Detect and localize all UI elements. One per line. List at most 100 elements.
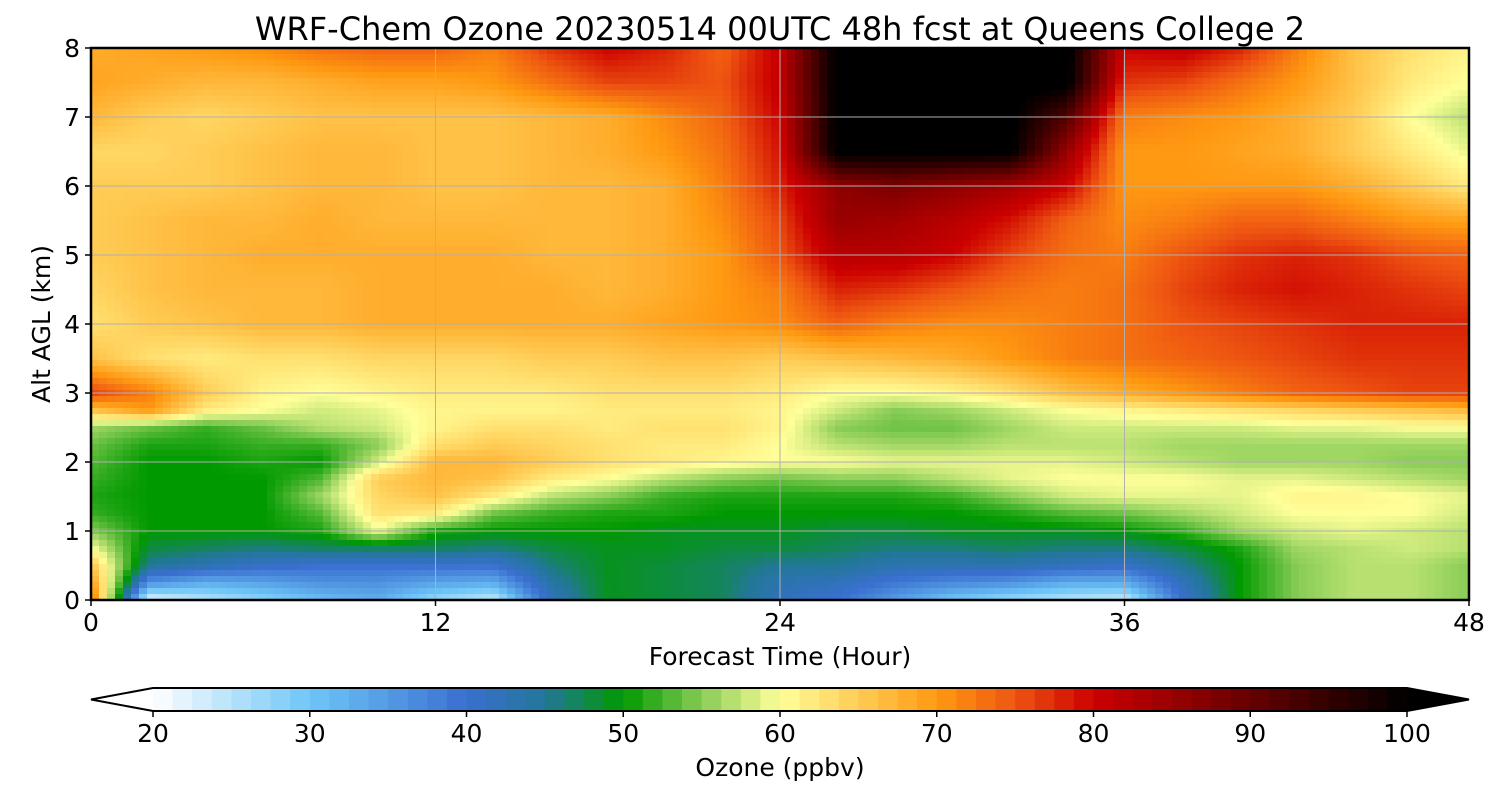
heatmap-cell <box>315 186 324 193</box>
heatmap-cell <box>515 126 524 133</box>
heatmap-cell <box>1291 192 1300 199</box>
heatmap-cell <box>1355 198 1364 205</box>
heatmap-cell <box>659 90 668 97</box>
heatmap-cell <box>251 168 260 175</box>
heatmap-cell <box>499 102 508 109</box>
heatmap-cell <box>787 168 796 175</box>
heatmap-cell <box>1363 54 1372 61</box>
heatmap-cell <box>675 54 684 61</box>
heatmap-cell <box>219 96 228 103</box>
heatmap-cell <box>315 132 324 139</box>
heatmap-cell <box>635 132 644 139</box>
heatmap-cell <box>1011 108 1020 115</box>
heatmap-cell <box>563 120 572 127</box>
heatmap-cell <box>251 48 260 55</box>
heatmap-cell <box>675 138 684 145</box>
heatmap-cell <box>555 174 564 181</box>
heatmap-cell <box>531 144 540 151</box>
heatmap-cell <box>1339 96 1348 103</box>
heatmap-cell <box>1219 150 1228 157</box>
heatmap-cell <box>139 186 148 193</box>
heatmap-cell <box>883 84 892 91</box>
heatmap-cell <box>1363 210 1372 217</box>
heatmap-cell <box>971 84 980 91</box>
heatmap-cell <box>315 156 324 163</box>
heatmap-cell <box>891 156 900 163</box>
heatmap-cell <box>1011 48 1020 55</box>
heatmap-cell <box>1443 144 1452 151</box>
heatmap-cell <box>611 156 620 163</box>
heatmap-cell <box>715 192 724 199</box>
heatmap-cell <box>555 72 564 79</box>
heatmap-cell <box>1243 162 1252 169</box>
heatmap-cell <box>635 162 644 169</box>
heatmap-cell <box>875 198 884 205</box>
heatmap-cell <box>115 120 124 127</box>
heatmap-cell <box>1019 120 1028 127</box>
heatmap-cell <box>523 180 532 187</box>
heatmap-cell <box>1379 150 1388 157</box>
heatmap-cell <box>1419 48 1428 55</box>
heatmap-cell <box>603 72 612 79</box>
heatmap-cell <box>251 96 260 103</box>
heatmap-cell <box>1379 48 1388 55</box>
heatmap-cell <box>339 120 348 127</box>
heatmap-cell <box>771 96 780 103</box>
heatmap-cell <box>827 186 836 193</box>
heatmap-cell <box>539 126 548 133</box>
heatmap-cell <box>787 126 796 133</box>
heatmap-cell <box>395 96 404 103</box>
heatmap-cell <box>515 180 524 187</box>
heatmap-cell <box>1059 48 1068 55</box>
heatmap-cell <box>99 198 108 205</box>
heatmap-cell <box>1003 138 1012 145</box>
heatmap-cell <box>779 54 788 61</box>
heatmap-cell <box>603 60 612 67</box>
heatmap-cell <box>299 84 308 91</box>
heatmap-cell <box>371 84 380 91</box>
heatmap-cell <box>683 132 692 139</box>
heatmap-cell <box>307 186 316 193</box>
heatmap-cell <box>379 168 388 175</box>
heatmap-cell <box>883 174 892 181</box>
heatmap-cell <box>851 150 860 157</box>
heatmap-cell <box>347 66 356 73</box>
heatmap-cell <box>523 210 532 217</box>
heatmap-cell <box>235 102 244 109</box>
heatmap-cell <box>1083 54 1092 61</box>
heatmap-cell <box>1123 72 1132 79</box>
heatmap-cell <box>627 120 636 127</box>
heatmap-cell <box>1291 132 1300 139</box>
heatmap-cell <box>987 72 996 79</box>
heatmap-cell <box>1411 48 1420 55</box>
heatmap-cell <box>1299 66 1308 73</box>
heatmap-cell <box>899 102 908 109</box>
heatmap-cell <box>267 216 276 223</box>
heatmap-cell <box>171 150 180 157</box>
heatmap-cell <box>1027 126 1036 133</box>
heatmap-cell <box>403 168 412 175</box>
heatmap-cell <box>1259 156 1268 163</box>
heatmap-cell <box>1139 162 1148 169</box>
heatmap-cell <box>771 138 780 145</box>
heatmap-cell <box>1451 60 1460 67</box>
heatmap-cell <box>1299 144 1308 151</box>
heatmap-cell <box>355 66 364 73</box>
heatmap-cell <box>435 186 444 193</box>
heatmap-cell <box>1387 144 1396 151</box>
heatmap-cell <box>531 54 540 61</box>
heatmap-cell <box>1107 204 1116 211</box>
heatmap-cell <box>147 90 156 97</box>
heatmap-cell <box>1203 180 1212 187</box>
heatmap-cell <box>563 204 572 211</box>
heatmap-cell <box>139 84 148 91</box>
heatmap-cell <box>723 108 732 115</box>
heatmap-cell <box>1323 144 1332 151</box>
heatmap-cell <box>1291 102 1300 109</box>
heatmap-cell <box>427 174 436 181</box>
heatmap-cell <box>819 174 828 181</box>
heatmap-cell <box>1027 96 1036 103</box>
heatmap-cell <box>611 66 620 73</box>
heatmap-cell <box>1227 60 1236 67</box>
heatmap-cell <box>915 120 924 127</box>
